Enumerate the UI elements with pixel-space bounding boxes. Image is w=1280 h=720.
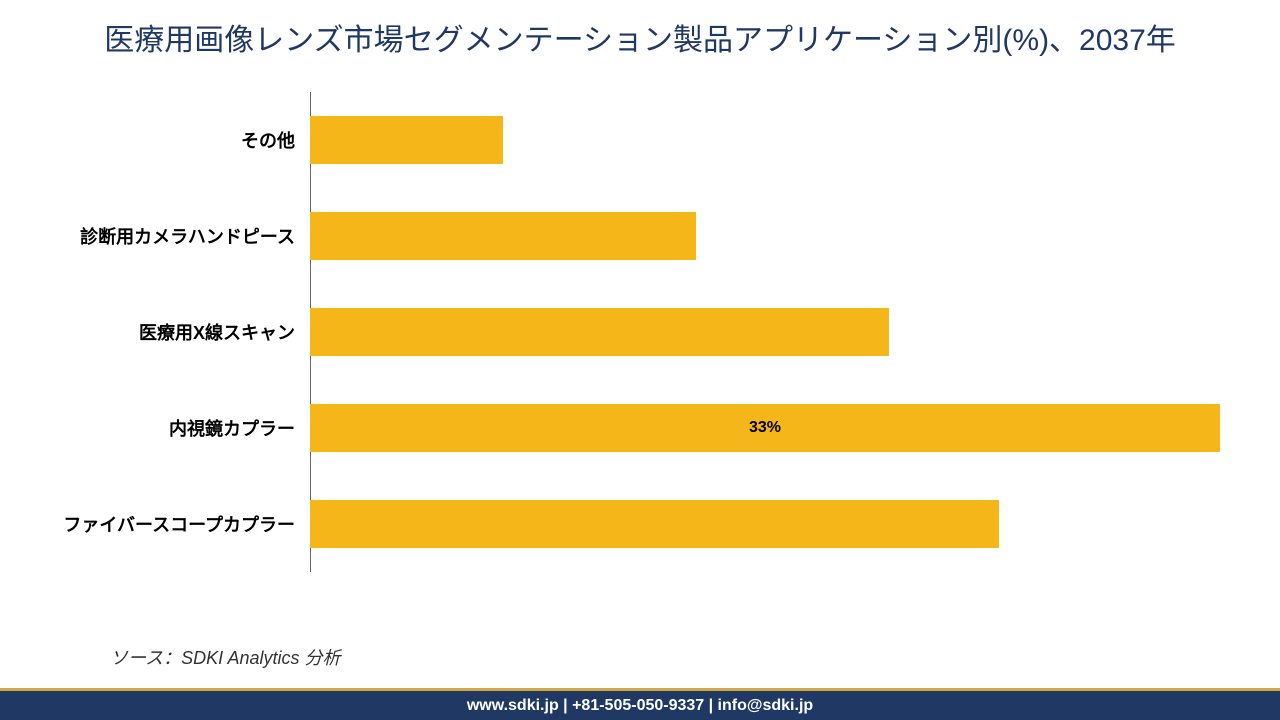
bar (310, 500, 999, 548)
bar-value-label: 33% (749, 419, 781, 437)
category-label: 医療用X線スキャン (60, 319, 310, 345)
bar: 33% (310, 404, 1220, 452)
bar (310, 212, 696, 260)
bar-area (310, 284, 1220, 380)
bar-row: その他 (60, 92, 1220, 188)
bar-area (310, 92, 1220, 188)
bar-row: 診断用カメラハンドピース (60, 188, 1220, 284)
bar (310, 308, 889, 356)
chart-title: 医療用画像レンズ市場セグメンテーション製品アプリケーション別(%)、2037年 (0, 0, 1280, 72)
bar-row: ファイバースコープカプラー (60, 476, 1220, 572)
bar-row: 医療用X線スキャン (60, 284, 1220, 380)
category-label: ファイバースコープカプラー (60, 511, 310, 537)
bar-area: 33% (310, 380, 1220, 476)
chart-container: その他 診断用カメラハンドピース 医療用X線スキャン 内視鏡カプラー 33% フ… (60, 92, 1220, 572)
bar (310, 116, 503, 164)
category-label: 診断用カメラハンドピース (60, 223, 310, 249)
footer-text: www.sdki.jp | +81-505-050-9337 | info@sd… (467, 697, 813, 715)
category-label: 内視鏡カプラー (60, 415, 310, 441)
source-note: ソース：SDKI Analytics 分析 (110, 644, 340, 670)
bar-area (310, 476, 1220, 572)
bar-area (310, 188, 1220, 284)
footer-bar: www.sdki.jp | +81-505-050-9337 | info@sd… (0, 688, 1280, 720)
bar-row: 内視鏡カプラー 33% (60, 380, 1220, 476)
category-label: その他 (60, 127, 310, 153)
